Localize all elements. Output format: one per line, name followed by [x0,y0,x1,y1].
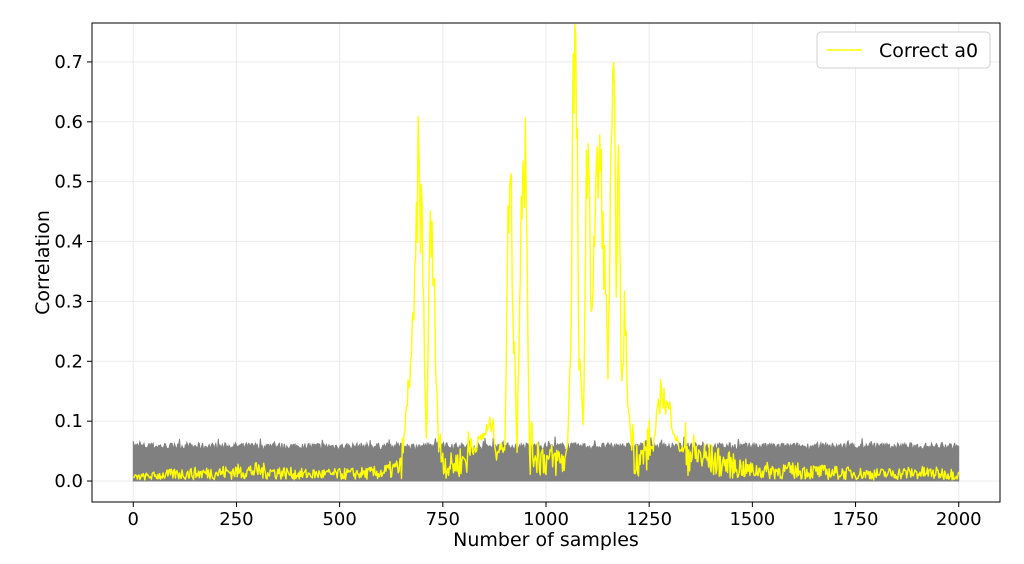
y-tick-label: 0.6 [54,112,83,133]
y-tick-label: 0.1 [54,411,83,432]
legend-label: Correct a0 [879,40,978,62]
y-tick-label: 0.5 [54,172,83,193]
x-axis-label: Number of samples [453,529,639,551]
y-tick-label: 0.7 [54,52,83,73]
x-tick-label: 1250 [626,509,672,530]
x-tick-label: 2000 [936,509,982,530]
plot-area [132,23,960,482]
x-tick-label: 250 [219,509,253,530]
y-axis: 0.0 0.1 0.2 0.3 0.4 0.5 0.6 0.7 [54,52,92,492]
y-axis-label: Correlation [32,210,54,315]
legend: Correct a0 [816,31,991,69]
y-tick-label: 0.3 [54,291,83,312]
x-tick-label: 1750 [833,509,879,530]
y-tick-label: 0.0 [54,471,83,492]
series-line-correct-a0 [133,23,960,481]
y-tick-label: 0.2 [54,351,83,372]
grid [92,23,1000,502]
x-tick-label: 750 [426,509,460,530]
y-tick-label: 0.4 [54,232,83,253]
x-tick-label: 1500 [729,509,775,530]
legend-box [816,31,991,69]
x-tick-label: 500 [322,509,356,530]
x-axis: 0 250 500 750 1000 1250 1500 1750 2000 [128,502,982,530]
x-tick-label: 0 [128,509,139,530]
x-tick-label: 1000 [523,509,569,530]
